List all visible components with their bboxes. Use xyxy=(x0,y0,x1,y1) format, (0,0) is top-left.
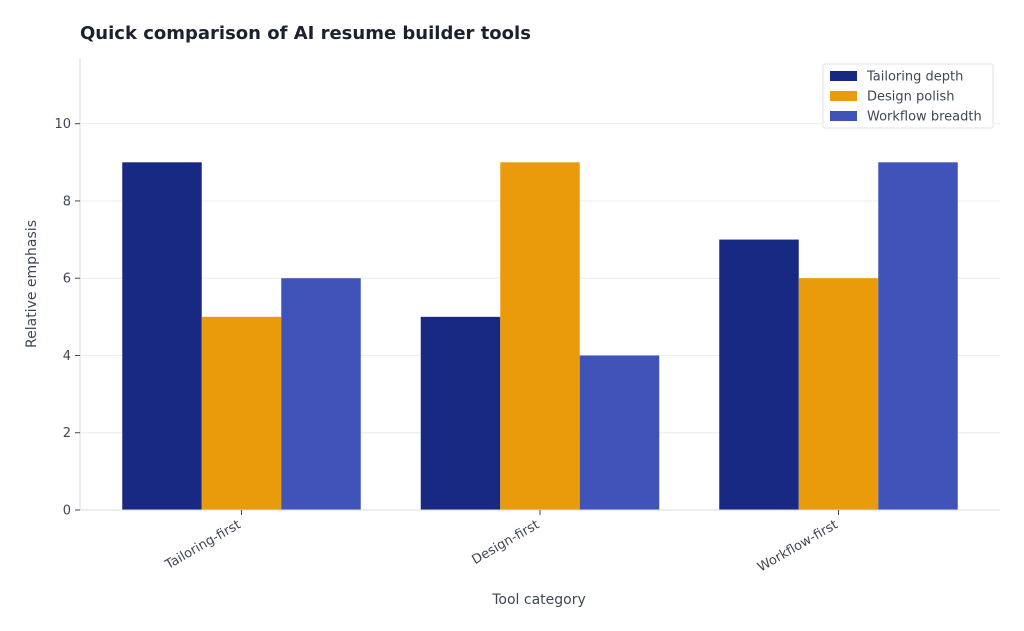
bar-design-first-design-polish xyxy=(500,162,580,511)
bar-workflow-first-workflow-breadth xyxy=(878,162,958,511)
y-axis-label: Relative emphasis xyxy=(24,220,40,348)
x-axis-label: Tool category xyxy=(491,592,586,608)
legend-box xyxy=(822,63,994,129)
bar-tailoring-first-workflow-breadth xyxy=(281,278,361,510)
chart-title: Quick comparison of AI resume builder to… xyxy=(80,23,531,44)
x-tick-label: Tailoring-first xyxy=(162,517,244,573)
legend-swatch-design-polish xyxy=(830,91,857,101)
bar-design-first-workflow-breadth xyxy=(579,355,660,510)
legend: Tailoring depth Design polish Workflow bre… xyxy=(822,63,994,129)
bars xyxy=(122,162,958,511)
bar-design-first-tailoring-depth xyxy=(420,316,501,510)
bar-workflow-first-design-polish xyxy=(798,278,879,510)
legend-label-workflow-breadth: Workflow breadth xyxy=(867,110,982,125)
bar-tailoring-first-design-polish xyxy=(201,316,282,510)
y-ticks: 0 2 4 6 8 10 xyxy=(54,117,80,519)
x-tick-label: Workflow-first xyxy=(755,517,840,575)
x-tick-label: Design-first xyxy=(470,517,542,567)
legend-label-design-polish: Design polish xyxy=(867,90,954,105)
y-tick-label: 4 xyxy=(63,349,71,364)
x-ticks: Tailoring-first Design-first Workflow-firs… xyxy=(162,510,841,575)
y-tick-label: 6 xyxy=(63,272,71,287)
y-tick-label: 2 xyxy=(63,426,71,441)
bar-tailoring-first-tailoring-depth xyxy=(122,162,202,511)
bar-workflow-first-tailoring-depth xyxy=(719,239,799,511)
legend-label-tailoring-depth: Tailoring depth xyxy=(866,70,963,85)
legend-swatch-workflow-breadth xyxy=(830,111,857,121)
y-tick-label: 8 xyxy=(63,194,71,209)
legend-swatch-tailoring-depth xyxy=(830,71,857,81)
y-tick-label: 0 xyxy=(63,504,71,519)
y-tick-label: 10 xyxy=(54,117,71,132)
